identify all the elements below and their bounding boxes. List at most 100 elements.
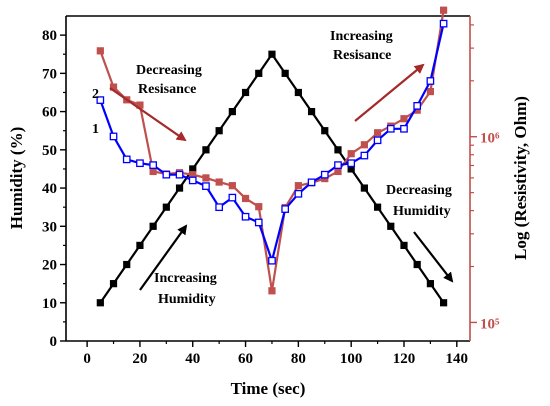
series-point-0 <box>241 88 250 97</box>
series-label-2: 2 <box>92 87 99 102</box>
y-axis-right-title: Log (Resistivity, Ohm) <box>511 96 530 260</box>
series-point-1 <box>426 77 435 85</box>
x-axis-title: Time (sec) <box>231 379 306 398</box>
annotation-decreasing-resistance: Decreasing Resisance <box>109 63 202 142</box>
y-left-tick-label: 20 <box>42 258 57 274</box>
series-point-1 <box>96 96 105 104</box>
series-point-1 <box>334 161 342 169</box>
series-point-0 <box>307 107 316 116</box>
series-point-0 <box>228 107 236 116</box>
y-right-tick-label: 10⁶ <box>480 131 500 147</box>
annotation-increasing-resistance: Increasing Resisance <box>330 29 425 122</box>
axis-ticks: 0 20 40 60 80 100 120 140 0 10 20 30 40 50 60 70 80 10⁵ 10… <box>42 24 500 367</box>
x-tick-label: 60 <box>238 351 253 367</box>
series-point-1 <box>202 182 210 190</box>
series-point-1 <box>149 161 157 169</box>
y-left-tick-label: 50 <box>42 143 57 159</box>
y-left-tick-label: 10 <box>42 296 57 312</box>
annotation-line: Decreasing <box>386 183 452 198</box>
series-point-0 <box>400 241 408 250</box>
x-tick-label: 0 <box>83 351 91 367</box>
annotation-line: Resisance <box>333 48 391 63</box>
series-point-1 <box>439 19 448 28</box>
series-layer <box>96 6 448 307</box>
series-point-1 <box>254 218 263 227</box>
annotation-line: Increasing <box>330 29 393 44</box>
series-point-1 <box>122 155 131 164</box>
annotation-line: Humidity <box>393 204 451 219</box>
series-point-0 <box>439 299 448 307</box>
series-point-1 <box>268 256 276 265</box>
series-point-1 <box>307 178 316 187</box>
x-tick-label: 140 <box>446 351 469 367</box>
y-axis-left-title: Humidity (%) <box>7 127 26 229</box>
series-point-2 <box>149 167 157 176</box>
series-point-0 <box>294 88 302 97</box>
series-point-1 <box>320 170 329 179</box>
series-point-0 <box>334 146 342 154</box>
series-point-2 <box>255 203 263 211</box>
series-point-0 <box>175 184 184 192</box>
series-point-1 <box>386 124 395 133</box>
series-point-0 <box>255 69 263 77</box>
series-point-0 <box>202 146 210 154</box>
series-label-1: 1 <box>92 122 99 137</box>
series-point-1 <box>347 159 356 168</box>
series-point-1 <box>215 203 224 212</box>
annotation-arrow <box>354 63 425 122</box>
annotation-decreasing-humidity: Decreasing Humidity <box>386 183 454 283</box>
series-point-2 <box>373 129 382 137</box>
series-point-2 <box>96 47 104 55</box>
y-left-tick-label: 60 <box>42 105 57 121</box>
annotation-line: Humidity <box>158 292 216 307</box>
series-point-1 <box>413 102 422 110</box>
series-point-2 <box>241 194 250 203</box>
series-point-1 <box>228 193 237 202</box>
series-point-0 <box>268 50 276 58</box>
series-point-2 <box>228 182 236 190</box>
x-tick-label: 120 <box>393 351 416 367</box>
series-point-0 <box>136 241 144 250</box>
series-point-1 <box>400 124 408 133</box>
series-point-2 <box>215 178 223 186</box>
series-point-2 <box>347 150 355 158</box>
series-point-0 <box>413 260 421 269</box>
series-point-1 <box>175 170 184 179</box>
series-point-0 <box>321 127 329 135</box>
series-point-0 <box>360 184 368 192</box>
series-point-2 <box>334 167 342 176</box>
series-point-1 <box>109 132 118 141</box>
annotation-line: Decreasing <box>136 63 202 78</box>
series-point-0 <box>123 260 131 269</box>
annotation-increasing-humidity: Increasing Humidity <box>139 224 217 307</box>
series-point-1 <box>294 189 303 198</box>
series-point-1 <box>162 170 171 179</box>
series-point-0 <box>109 280 118 288</box>
y-left-tick-label: 40 <box>42 181 57 197</box>
series-point-2 <box>426 87 434 96</box>
series-point-2 <box>294 182 302 190</box>
x-tick-label: 40 <box>185 351 200 367</box>
series-point-1 <box>373 136 382 145</box>
series-point-0 <box>387 222 395 230</box>
annotation-arrow <box>139 224 188 291</box>
y-right-tick-label: 10⁵ <box>480 316 500 332</box>
series-point-2 <box>202 174 210 182</box>
x-tick-label: 100 <box>340 351 363 367</box>
series-point-1 <box>360 151 369 160</box>
y-left-tick-label: 70 <box>42 66 57 82</box>
series-point-0 <box>96 299 104 307</box>
series-point-2 <box>439 6 448 14</box>
series-point-2 <box>400 115 408 123</box>
series-point-0 <box>149 222 157 230</box>
series-point-1 <box>241 212 250 221</box>
y-left-tick-label: 0 <box>50 334 58 350</box>
series-point-0 <box>215 127 223 135</box>
annotation-line: Increasing <box>154 271 217 286</box>
series-point-0 <box>162 203 170 211</box>
series-point-0 <box>426 280 434 288</box>
series-point-1 <box>281 205 290 213</box>
x-tick-label: 20 <box>132 351 147 367</box>
series-point-2 <box>360 141 368 149</box>
